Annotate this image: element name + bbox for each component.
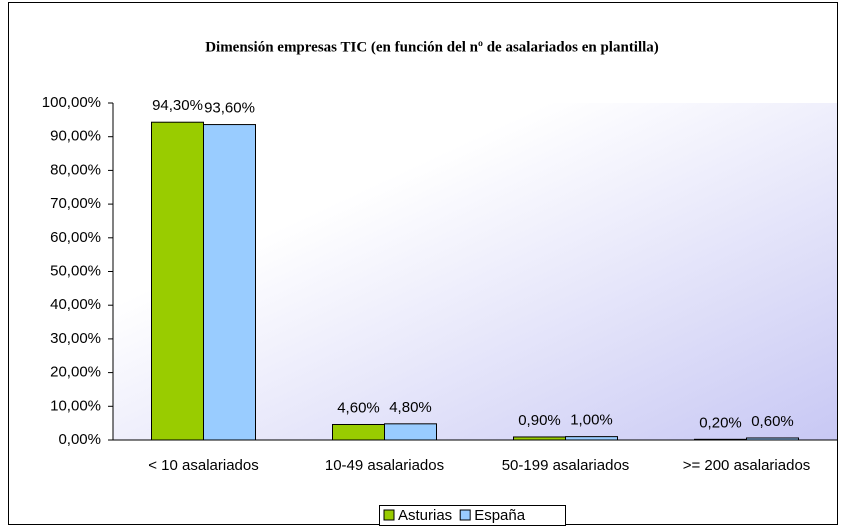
- data-label: 1,00%: [570, 412, 613, 429]
- y-tick-label: 100,00%: [42, 94, 101, 111]
- legend-swatch: [459, 509, 471, 521]
- x-tick-label: 50-199 asalariados: [502, 457, 630, 474]
- data-label: 0,60%: [751, 413, 794, 430]
- x-tick-label: < 10 asalariados: [148, 457, 259, 474]
- bar: [694, 438, 747, 441]
- y-tick-label: 40,00%: [50, 296, 101, 313]
- bar: [203, 124, 256, 441]
- legend-box: [379, 505, 566, 526]
- y-tick-label: 50,00%: [50, 262, 101, 279]
- y-tick-label: 70,00%: [50, 195, 101, 212]
- y-tick-label: 90,00%: [50, 128, 101, 145]
- legend: [379, 505, 566, 526]
- bar: [384, 423, 437, 441]
- x-tick-label: 10-49 asalariados: [325, 457, 444, 474]
- data-label: 93,60%: [204, 100, 255, 117]
- data-label: 4,60%: [337, 399, 380, 416]
- bar: [513, 436, 566, 441]
- data-label: 0,20%: [699, 414, 742, 431]
- bar: [565, 436, 618, 441]
- y-tick-label: 20,00%: [50, 364, 101, 381]
- y-tick-label: 30,00%: [50, 330, 101, 347]
- legend-label: Asturias: [398, 507, 452, 524]
- bar: [746, 437, 799, 441]
- y-tick-label: 10,00%: [50, 397, 101, 414]
- x-tick-label: >= 200 asalariados: [683, 457, 811, 474]
- bar: [332, 423, 385, 441]
- y-tick-label: 60,00%: [50, 229, 101, 246]
- legend-label: España: [474, 507, 526, 524]
- chart-title: Dimensión empresas TIC (en función del n…: [205, 39, 659, 55]
- bar: [151, 121, 204, 441]
- data-label: 0,90%: [518, 412, 561, 429]
- y-tick-label: 0,00%: [58, 431, 101, 448]
- legend-swatch: [383, 509, 395, 521]
- data-label: 4,80%: [389, 399, 432, 416]
- y-tick-label: 80,00%: [50, 161, 101, 178]
- data-label: 94,30%: [152, 97, 203, 114]
